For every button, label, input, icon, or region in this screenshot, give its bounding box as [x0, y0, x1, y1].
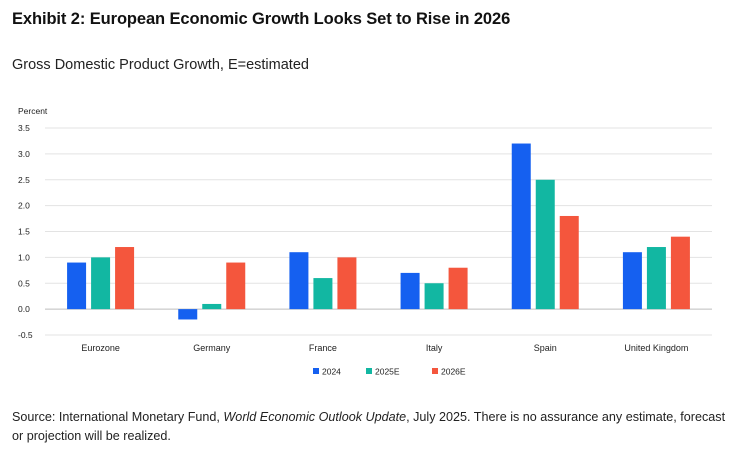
y-tick-label: 2.0: [18, 201, 30, 211]
bar-germany-2025e: [202, 303, 222, 310]
bar-united-kingdom-2025e: [646, 247, 666, 310]
legend-item-2026e[interactable]: 2026E: [432, 367, 466, 377]
legend-swatch: [432, 368, 438, 374]
x-category-label: Eurozone: [81, 343, 120, 353]
legend[interactable]: 2024 2025E 2026E: [313, 367, 466, 377]
x-category-label: Spain: [534, 343, 557, 353]
bar-germany-2024: [178, 309, 198, 320]
gdp-bar-chart: Percent 3.5 3.0 2.5 2.0 1.5 1.0 0.5 0.0 -0.5 Eur…: [18, 106, 712, 377]
y-tick-label: 0.5: [18, 278, 30, 288]
bar-spain-2026e: [559, 215, 579, 310]
legend-swatch: [366, 368, 372, 374]
page-title: Exhibit 2: European Economic Growth Look…: [12, 10, 511, 28]
footnote-prefix: Source: International Monetary Fund,: [12, 410, 224, 424]
legend-item-2025e[interactable]: 2025E: [366, 367, 400, 377]
bar-italy-2025e: [424, 283, 444, 310]
y-tick-label: 3.5: [18, 123, 30, 133]
y-tick-label: -0.5: [18, 330, 33, 340]
y-tick-label: 2.5: [18, 175, 30, 185]
bar-germany-2026e: [226, 262, 246, 310]
y-tick-label: 1.0: [18, 252, 30, 262]
y-tick-label: 3.0: [18, 149, 30, 159]
gridlines: [45, 127, 712, 336]
bar-france-2026e: [337, 257, 357, 310]
bar-spain-2025e: [535, 179, 555, 310]
source-footnote: Source: International Monetary Fund, Wor…: [12, 408, 737, 446]
bar-united-kingdom-2026e: [670, 236, 690, 310]
bar-italy-2026e: [448, 267, 468, 310]
x-category-label: France: [309, 343, 337, 353]
legend-label: 2025E: [375, 367, 400, 377]
y-axis-label: Percent: [18, 106, 48, 116]
bar-eurozone-2025e: [91, 257, 111, 310]
x-category-label: United Kingdom: [624, 343, 688, 353]
bar-eurozone-2026e: [115, 247, 135, 310]
bar-italy-2024: [400, 272, 420, 310]
legend-swatch: [313, 368, 319, 374]
x-category-label: Germany: [193, 343, 231, 353]
legend-item-2024[interactable]: 2024: [313, 367, 341, 377]
bar-eurozone-2024: [67, 262, 87, 310]
legend-label: 2026E: [441, 367, 466, 377]
bar-united-kingdom-2024: [622, 252, 642, 310]
y-tick-labels: 3.5 3.0 2.5 2.0 1.5 1.0 0.5 0.0 -0.5: [18, 123, 33, 340]
bar-france-2025e: [313, 278, 333, 310]
bar-spain-2024: [511, 143, 531, 310]
footnote-suffix: , July 2025. There is no assurance any e…: [12, 410, 726, 443]
y-tick-label: 1.5: [18, 227, 30, 237]
x-category-label: Italy: [426, 343, 443, 353]
legend-label: 2024: [322, 367, 341, 377]
bars: [67, 143, 690, 320]
chart-subtitle: Gross Domestic Product Growth, E=estimat…: [12, 57, 309, 73]
footnote-publication: World Economic Outlook Update: [223, 410, 407, 424]
y-tick-label: 0.0: [18, 304, 30, 314]
bar-france-2024: [289, 252, 309, 310]
category-labels: Eurozone Germany France Italy Spain United Ki…: [81, 343, 688, 353]
